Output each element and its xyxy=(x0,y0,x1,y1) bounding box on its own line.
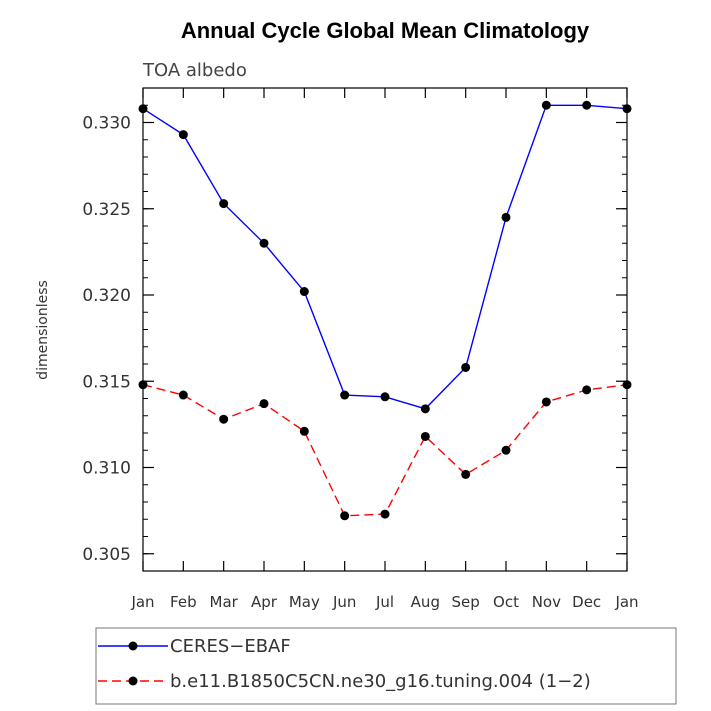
series-1-point xyxy=(340,390,350,400)
legend-label-1: CERES−EBAF xyxy=(170,636,291,657)
series-1-point xyxy=(622,104,632,114)
series-2-point xyxy=(622,380,632,390)
y-tick-label: 0.310 xyxy=(82,459,131,479)
x-tick-label: Dec xyxy=(572,593,601,611)
series-1-point xyxy=(219,199,229,209)
series-1-point xyxy=(178,130,188,140)
series-2-point xyxy=(340,511,350,521)
series-1-point xyxy=(541,100,551,110)
series-2-point xyxy=(501,445,511,455)
series-group xyxy=(138,100,632,521)
series-1-point xyxy=(501,212,511,222)
series-2-point xyxy=(380,509,390,519)
y-tick-label: 0.325 xyxy=(82,200,131,220)
plot-frame xyxy=(142,87,628,572)
chart-subtitle: TOA albedo xyxy=(142,60,247,81)
x-tick-label: Jan xyxy=(614,593,638,611)
x-tick-label: Feb xyxy=(170,593,197,611)
series-1-point xyxy=(461,362,471,372)
series-1-point xyxy=(420,404,430,414)
series-2-point xyxy=(582,385,592,395)
x-tick-label: Apr xyxy=(251,593,278,611)
x-tick-label: Jan xyxy=(130,593,154,611)
series-1-point xyxy=(582,100,592,110)
series-2-point xyxy=(138,380,148,390)
series-2-point xyxy=(420,431,430,441)
series-line-2 xyxy=(142,384,628,517)
axes-group: 0.305 0.310 0.315 0.320 0.325 0.330 Jan Feb Mar A… xyxy=(82,87,639,611)
legend-marker-1 xyxy=(128,641,138,651)
series-2-point xyxy=(219,414,229,424)
chart-title: Annual Cycle Global Mean Climatology xyxy=(181,18,590,43)
legend-marker-2 xyxy=(128,676,138,686)
x-tick-label: May xyxy=(289,593,320,611)
series-2-point xyxy=(541,397,551,407)
x-tick-label: Nov xyxy=(532,593,561,611)
x-tick-label: Jun xyxy=(332,593,356,611)
x-tick-label: Mar xyxy=(210,593,239,611)
x-tick-label: Jul xyxy=(375,593,394,611)
series-line-1 xyxy=(142,104,628,410)
series-1-point xyxy=(138,104,148,114)
series-2-point xyxy=(178,390,188,400)
y-tick-label: 0.320 xyxy=(82,286,131,306)
legend: CERES−EBAF b.e11.B1850C5CN.ne30_g16.tunin… xyxy=(95,627,677,705)
x-tick-label: Sep xyxy=(452,593,480,611)
x-tick-label: Aug xyxy=(411,593,440,611)
y-tick-label: 0.330 xyxy=(82,114,131,134)
series-2-point xyxy=(259,399,269,409)
y-axis-label: dimensionless xyxy=(35,280,51,380)
series-1-point xyxy=(299,287,309,297)
series-2-point xyxy=(461,469,471,479)
series-2-point xyxy=(299,426,309,436)
y-tick-label: 0.305 xyxy=(82,545,131,565)
legend-label-2: b.e11.B1850C5CN.ne30_g16.tuning.004 (1−2… xyxy=(170,671,591,692)
x-tick-label: Oct xyxy=(493,593,519,611)
series-1-point xyxy=(380,392,390,402)
legend-box xyxy=(95,627,677,705)
series-1-point xyxy=(259,238,269,248)
y-tick-label: 0.315 xyxy=(82,372,131,392)
